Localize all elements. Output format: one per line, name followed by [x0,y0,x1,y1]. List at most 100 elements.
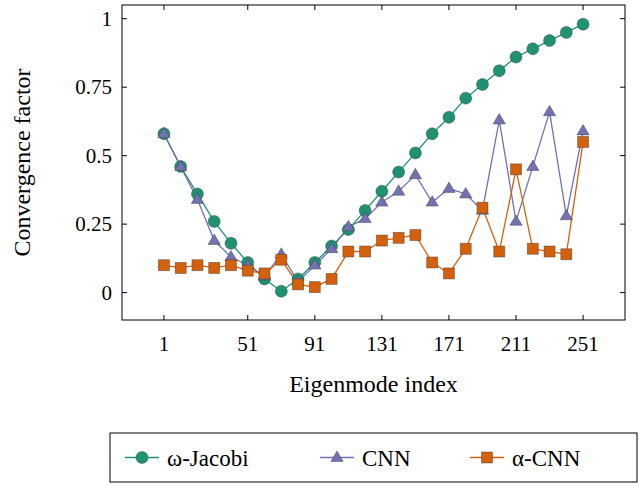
data-point [578,136,589,147]
x-tick [314,315,315,320]
y-axis-label: Convergence factor [9,68,35,256]
data-point [577,125,589,135]
data-point [209,262,220,273]
data-point [510,215,522,225]
plot-area [158,18,590,297]
data-point [426,196,438,206]
y-tick [620,87,625,88]
legend-label: CNN [362,446,411,471]
y-tick-label: 1 [102,7,113,31]
data-point [208,234,220,244]
y-tick-label: 0.25 [75,212,112,236]
data-point [393,166,405,178]
data-point [427,257,438,268]
x-tick-label: 211 [501,332,532,356]
data-point [493,65,505,77]
legend-label: α-CNN [512,446,581,471]
y-tick [620,224,625,225]
data-point [511,164,522,175]
data-point [560,209,572,219]
legend-label: ω-Jacobi [167,446,249,471]
x-tick-label: 131 [366,332,398,356]
series-line [164,142,583,287]
x-tick [163,315,164,320]
data-point [409,168,421,178]
data-point [527,43,539,55]
plot-frame [122,5,625,320]
data-point [275,285,287,297]
data-point [309,282,320,293]
data-point [527,243,538,254]
y-tick [620,292,625,293]
data-point [443,111,455,123]
x-tick [448,315,449,320]
data-point [158,128,170,140]
data-point [360,246,371,257]
x-tick [247,315,248,320]
data-point [460,188,472,198]
data-point [175,160,187,170]
y-tick [620,155,625,156]
data-point [493,114,505,124]
data-point [326,273,337,284]
data-point [561,249,572,260]
x-tick-label: 51 [237,332,258,356]
data-point [443,268,454,279]
chart-container: 1519113117121125100.250.50.751Eigenmode … [0,0,640,486]
x-tick-label: 1 [159,332,170,356]
legend-marker [331,451,343,461]
data-point [208,215,220,227]
data-point [342,220,354,230]
data-point [494,246,505,257]
data-point [426,128,438,140]
data-point [460,243,471,254]
data-point [527,160,539,170]
data-point [225,260,236,271]
legend-marker [136,452,148,464]
data-point [309,256,321,268]
x-tick-label: 171 [433,332,465,356]
data-point [343,246,354,257]
data-point [259,268,270,279]
data-point [577,18,589,30]
series-line [164,112,583,282]
data-point [393,232,404,243]
data-point [191,193,203,203]
data-point [443,182,455,192]
data-point [325,242,337,252]
y-tick [620,18,625,19]
data-point [225,237,237,249]
x-tick [516,315,517,320]
x-tick [381,5,382,10]
data-point [544,35,556,47]
data-point [392,185,404,195]
data-point [477,202,488,213]
data-point [359,212,371,222]
chart-svg: 1519113117121125100.250.50.751Eigenmode … [0,0,640,486]
legend-box [110,433,637,482]
x-tick [163,5,164,10]
data-point [544,246,555,257]
y-tick [122,155,127,156]
data-point [276,254,287,265]
data-point [476,78,488,90]
y-tick-label: 0 [102,281,113,305]
y-tick-label: 0.5 [86,144,112,168]
data-point [309,259,321,269]
x-tick [381,315,382,320]
y-tick [122,87,127,88]
data-point [376,196,388,206]
x-tick [314,5,315,10]
x-tick [583,315,584,320]
data-point [293,279,304,290]
data-point [560,26,572,38]
x-tick [583,5,584,10]
data-point [192,260,203,271]
data-point [175,161,187,173]
data-point [409,147,421,159]
y-tick [122,18,127,19]
data-point [158,127,170,137]
data-point [410,230,421,241]
x-tick [516,5,517,10]
x-axis-label: Eigenmode index [289,371,458,397]
